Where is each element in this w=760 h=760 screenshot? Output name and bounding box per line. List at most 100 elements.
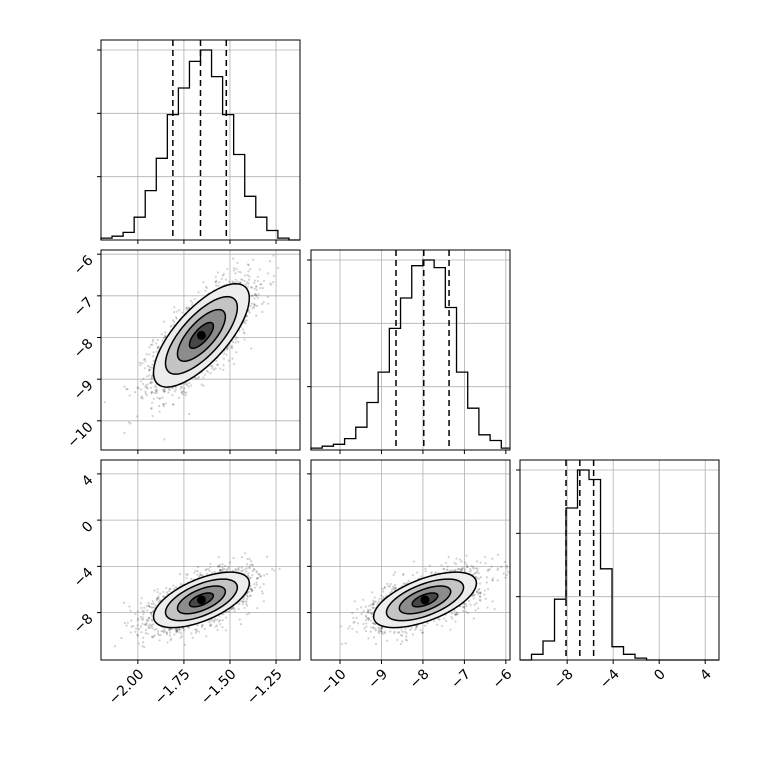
joint-p0-p2-point (257, 576, 260, 580)
joint-p0-p1-point (189, 299, 192, 303)
joint-p0-p1-point (136, 415, 139, 418)
joint-p0-p2-point (249, 588, 252, 591)
joint-p0-p2-point (245, 597, 248, 600)
joint-p0-p1-point (153, 391, 156, 394)
joint-p0-p2-point (157, 601, 160, 604)
joint-p0-p2-point (241, 603, 244, 606)
joint-p0-p1-point (152, 351, 155, 354)
joint-p0-p2-point (240, 569, 243, 573)
joint-p0-p2-point (227, 565, 230, 568)
joint-p0-p2-point (246, 595, 250, 598)
joint-p0-p1-contour-2 (176, 308, 227, 363)
joint-p0-p1-point (235, 351, 238, 354)
joint-p0-p1-point (103, 400, 106, 404)
joint-p0-p1-ytick-label-0: −10 (64, 419, 96, 451)
joint-p0-p2-point (168, 628, 172, 631)
joint-p0-p2-point (152, 635, 155, 638)
joint-p0-p1-point (155, 391, 158, 395)
joint-p0-p2-point (251, 574, 254, 577)
joint-p0-p1-point (246, 274, 249, 277)
joint-p0-p1-point (145, 386, 149, 389)
joint-p0-p1-point (150, 343, 153, 346)
joint-p0-p1-point (272, 254, 275, 257)
joint-p0-p1-point (248, 275, 251, 278)
joint-p0-p2-point (140, 631, 143, 634)
joint-p0-p1-point (148, 353, 151, 356)
joint-p0-p2-point (186, 626, 190, 629)
joint-p0-p2-point (196, 624, 199, 627)
joint-p0-p1-point (222, 368, 225, 371)
joint-p0-p2-point (217, 556, 220, 559)
joint-p0-p2-point (151, 606, 154, 609)
joint-p0-p1-point (162, 405, 166, 408)
joint-p0-p1-point (140, 396, 143, 399)
joint-p0-p2-point (178, 631, 181, 634)
joint-p0-p1-point (185, 391, 188, 394)
marginal-p2-xtick-label-0: −8 (551, 666, 577, 692)
joint-p0-p1-point (228, 280, 231, 283)
joint-p0-p1-point (266, 295, 269, 299)
joint-p0-p1-point (239, 271, 242, 274)
joint-p0-p1-point (245, 319, 248, 322)
joint-p0-p1-point (244, 274, 247, 277)
joint-p0-p1-point (150, 391, 153, 394)
joint-p0-p1-point (187, 306, 191, 309)
joint-p0-p2-point (253, 586, 257, 589)
joint-p0-p2-point (249, 594, 252, 597)
joint-p0-p1-point (183, 387, 186, 390)
joint-p0-p1-ytick-label-1: −9 (71, 378, 97, 404)
joint-p0-p1-point (175, 317, 178, 320)
joint-p0-p2-point (221, 563, 224, 566)
joint-p0-p1-point (250, 294, 253, 298)
joint-p0-p2-point (271, 568, 274, 571)
joint-p0-p1-point (148, 381, 152, 385)
joint-p0-p2-point (225, 616, 228, 619)
joint-p0-p1-point (202, 281, 205, 284)
joint-p0-p1-plot-area (103, 254, 280, 441)
joint-p0-p2-point (168, 631, 172, 634)
joint-p0-p2-point (196, 573, 199, 576)
joint-p0-p2-point (195, 629, 198, 633)
joint-p0-p2-point (205, 572, 209, 576)
joint-p0-p1-point (243, 338, 246, 341)
joint-p0-p2-point (168, 590, 171, 593)
joint-p0-p2-point (159, 592, 162, 595)
joint-p0-p2-point (156, 597, 159, 601)
joint-p0-p2-point (251, 589, 254, 592)
joint-p0-p2-point (153, 606, 156, 609)
joint-p0-p1-point (149, 386, 153, 389)
joint-p0-p2-point (134, 630, 137, 633)
joint-p0-p1-point (162, 389, 165, 392)
joint-p0-p1-point (221, 274, 224, 277)
joint-p0-p1-point (236, 280, 239, 283)
joint-p0-p2-point (245, 604, 249, 607)
joint-p0-p2-axes (101, 460, 300, 660)
joint-p0-p1-ytick-label-2: −8 (71, 336, 97, 362)
joint-p0-p1-point (232, 341, 235, 344)
joint-p0-p1-point (163, 335, 167, 338)
joint-p0-p1-point (256, 279, 260, 283)
joint-p0-p2-point (201, 574, 204, 577)
joint-p0-p2-point (249, 563, 252, 566)
joint-p0-p2-point (252, 567, 256, 571)
joint-p0-p1-point (250, 347, 253, 350)
joint-p0-p2-point (166, 633, 169, 636)
joint-p0-p1-point (248, 278, 251, 281)
joint-p0-p2-point (142, 641, 145, 644)
joint-p0-p2-point (219, 619, 222, 622)
joint-p0-p1-point (253, 304, 256, 307)
joint-p0-p2-point (151, 614, 154, 617)
joint-p0-p2-point (153, 634, 156, 637)
joint-p0-p1-point (146, 387, 149, 390)
marginal-p1-frame (310, 249, 511, 451)
joint-p0-p2-point (217, 565, 220, 568)
joint-p0-p2-point (251, 589, 254, 592)
joint-p0-p1-point (255, 285, 258, 288)
joint-p0-p1-point (158, 397, 162, 400)
joint-p0-p1-point (230, 344, 234, 347)
joint-p0-p1-point (187, 385, 190, 388)
joint-p0-p2-point (150, 625, 153, 628)
joint-p0-p1-point (209, 371, 212, 375)
joint-p0-p1-point (269, 260, 272, 263)
joint-p0-p1-peak-marker (196, 330, 206, 340)
